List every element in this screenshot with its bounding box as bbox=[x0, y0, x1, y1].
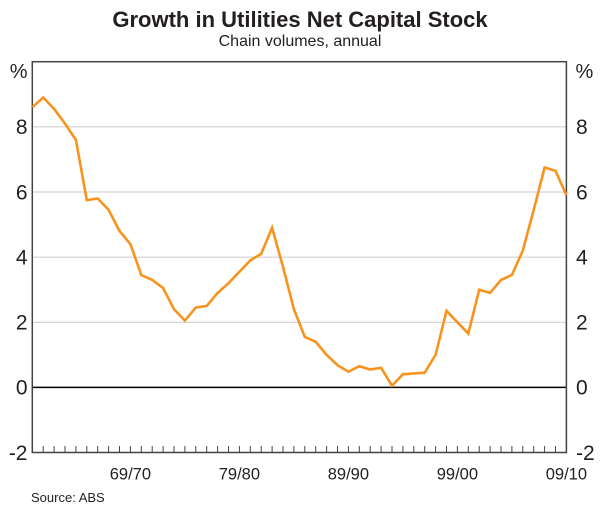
utilities-capital-stock-growth-line bbox=[31, 95, 568, 388]
y-axis-label-right-6: 6 bbox=[576, 181, 588, 204]
plot-frame bbox=[31, 60, 568, 454]
y-axis-label-right--2: -2 bbox=[576, 442, 595, 465]
y-axis-label-left-6: 6 bbox=[16, 181, 28, 204]
y-axis-label-right-2: 2 bbox=[576, 312, 588, 335]
source-note: Source: ABS bbox=[31, 490, 105, 505]
unit-label-left: % bbox=[10, 61, 28, 83]
chart-subtitle: Chain volumes, annual bbox=[218, 33, 382, 50]
x-axis-label-99/00: 99/00 bbox=[437, 466, 478, 484]
y-axis-label-left--2: -2 bbox=[9, 442, 28, 465]
x-axis-label-89/90: 89/90 bbox=[328, 466, 369, 484]
y-axis-label-right-4: 4 bbox=[576, 246, 588, 269]
x-axis-label-69/70: 69/70 bbox=[110, 466, 151, 484]
y-axis-label-left-0: 0 bbox=[16, 377, 28, 400]
chart-title: Growth in Utilities Net Capital Stock bbox=[112, 7, 488, 32]
y-axis-label-left-8: 8 bbox=[16, 116, 28, 139]
y-axis-label-left-4: 4 bbox=[16, 246, 28, 269]
y-axis-label-right-8: 8 bbox=[576, 116, 588, 139]
x-axis-label-09/10: 09/10 bbox=[546, 466, 587, 484]
y-axis-label-right-0: 0 bbox=[576, 377, 588, 400]
x-axis-label-79/80: 79/80 bbox=[219, 466, 260, 484]
y-axis-label-left-2: 2 bbox=[16, 312, 28, 335]
unit-label-right: % bbox=[576, 61, 594, 83]
